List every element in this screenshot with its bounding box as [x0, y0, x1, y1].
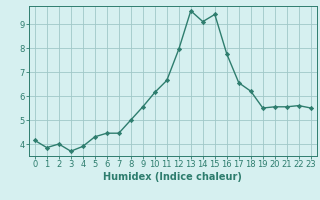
- X-axis label: Humidex (Indice chaleur): Humidex (Indice chaleur): [103, 172, 242, 182]
